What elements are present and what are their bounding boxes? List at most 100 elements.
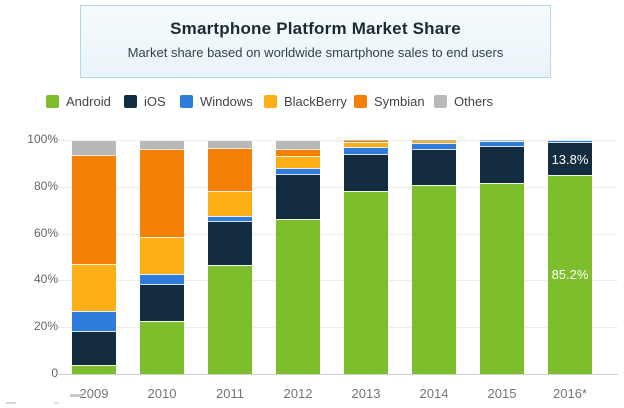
legend-item-ios[interactable]: iOS <box>124 94 166 109</box>
legend-item-blackberry[interactable]: BlackBerry <box>264 94 347 109</box>
page-title: Smartphone Platform Market Share <box>170 19 461 38</box>
segment-android-2013[interactable] <box>344 190 388 374</box>
footer-fragment <box>70 394 82 397</box>
legend-swatch-icon <box>46 95 59 108</box>
segment-windows-2010[interactable] <box>140 274 184 285</box>
gridline-60 <box>58 233 618 235</box>
segment-symbian-2012[interactable] <box>276 148 320 157</box>
legend-item-android[interactable]: Android <box>46 94 111 109</box>
y-axis-label: 60% <box>33 225 58 240</box>
segment-ios-2014[interactable] <box>412 149 456 186</box>
legend-label: Symbian <box>374 94 425 109</box>
legend-swatch-icon <box>124 95 137 108</box>
segment-symbian-2011[interactable] <box>208 148 252 191</box>
segment-blackberry-2012[interactable] <box>276 156 320 169</box>
segment-ios-2012[interactable] <box>276 173 320 219</box>
segment-android-2016*[interactable]: 85.2% <box>548 174 592 374</box>
legend-label: BlackBerry <box>284 94 347 109</box>
legend-label: Others <box>454 94 494 109</box>
segment-blackberry-2014[interactable] <box>412 141 456 143</box>
bar-2011[interactable] <box>208 140 252 374</box>
value-label: 13.8% <box>551 151 589 167</box>
gridline-80 <box>58 186 618 188</box>
gridline-100 <box>58 140 618 141</box>
legend-swatch-icon <box>434 95 447 108</box>
segment-ios-2015[interactable] <box>480 145 524 184</box>
segment-symbian-2010[interactable] <box>140 148 184 237</box>
segment-blackberry-2009[interactable] <box>72 264 116 311</box>
segment-others-2014[interactable] <box>412 140 456 142</box>
gridline-40 <box>58 280 618 282</box>
segment-blackberry-2010[interactable] <box>140 236 184 275</box>
bar-2014[interactable] <box>412 140 456 374</box>
footer-fragment <box>6 402 16 404</box>
footer-fragment <box>54 402 59 404</box>
gridline-20 <box>58 327 618 329</box>
x-axis-label-2013: 2013 <box>351 386 381 401</box>
legend-label: Windows <box>200 94 253 109</box>
y-axis-label: 20% <box>33 319 58 334</box>
segment-ios-2009[interactable] <box>72 331 116 365</box>
segment-ios-2016*[interactable]: 13.8% <box>548 142 592 175</box>
gridline-0 <box>58 374 618 375</box>
y-axis-label: 40% <box>33 272 58 287</box>
segment-others-2012[interactable] <box>276 140 320 149</box>
segment-others-2011[interactable] <box>208 140 252 148</box>
legend-item-others[interactable]: Others <box>434 94 493 109</box>
page-subtitle: Market share based on worldwide smartpho… <box>127 45 504 60</box>
y-axis-label: 80% <box>33 178 58 193</box>
x-axis-label-2014: 2014 <box>419 386 449 401</box>
y-axis-label: 0 <box>51 366 58 380</box>
x-axis-label-2011: 2011 <box>216 386 244 401</box>
legend-swatch-icon <box>180 95 193 108</box>
y-axis-label: 100% <box>27 132 58 146</box>
value-label: 85.2% <box>551 267 589 283</box>
segment-windows-2016*[interactable] <box>548 140 592 143</box>
legend: Android iOS Windows BlackBerry Symbian Others <box>0 94 624 112</box>
segment-windows-2015[interactable] <box>480 141 524 146</box>
segment-windows-2014[interactable] <box>412 142 456 150</box>
segment-android-2009[interactable] <box>72 364 116 374</box>
x-axis-label-2009: 2009 <box>79 386 109 401</box>
segment-symbian-2013[interactable] <box>344 141 388 143</box>
legend-swatch-icon <box>354 95 367 108</box>
segment-windows-2012[interactable] <box>276 168 320 174</box>
segment-android-2014[interactable] <box>412 185 456 374</box>
x-axis-label-2012: 2012 <box>283 386 313 401</box>
bar-2013[interactable] <box>344 140 388 374</box>
legend-label: iOS <box>144 94 166 109</box>
segment-others-2009[interactable] <box>72 140 116 155</box>
bar-2012[interactable] <box>276 140 320 374</box>
segment-ios-2010[interactable] <box>140 284 184 321</box>
segment-ios-2013[interactable] <box>344 154 388 191</box>
x-axis-label-2015: 2015 <box>487 386 517 401</box>
segment-ios-2011[interactable] <box>208 220 252 266</box>
bar-2015[interactable] <box>480 140 524 374</box>
segment-android-2012[interactable] <box>276 218 320 374</box>
segment-blackberry-2013[interactable] <box>344 142 388 147</box>
legend-label: Android <box>66 94 111 109</box>
segment-windows-2013[interactable] <box>344 146 388 155</box>
legend-swatch-icon <box>264 95 277 108</box>
segment-android-2010[interactable] <box>140 320 184 374</box>
bar-2016*[interactable]: 85.2% 13.8% <box>548 140 592 374</box>
legend-item-windows[interactable]: Windows <box>180 94 253 109</box>
chart-header: Smartphone Platform Market Share Market … <box>80 5 551 78</box>
segment-blackberry-2011[interactable] <box>208 190 252 217</box>
segment-others-2013[interactable] <box>344 140 388 142</box>
bar-2010[interactable] <box>140 140 184 374</box>
segment-android-2011[interactable] <box>208 265 252 374</box>
segment-blackberry-2015[interactable] <box>480 140 524 142</box>
bar-2009[interactable] <box>72 140 116 374</box>
x-axis-label-2010: 2010 <box>147 386 177 401</box>
segment-symbian-2009[interactable] <box>72 154 116 265</box>
segment-others-2010[interactable] <box>140 140 184 149</box>
x-axis-label-2016*: 2016* <box>553 386 587 401</box>
segment-windows-2011[interactable] <box>208 216 252 221</box>
legend-item-symbian[interactable]: Symbian <box>354 94 425 109</box>
segment-android-2015[interactable] <box>480 183 524 374</box>
plot-area: 85.2% 13.8% <box>58 140 618 375</box>
segment-windows-2009[interactable] <box>72 310 116 332</box>
chart-area: 85.2% 13.8% 100% 80% 60% 40% 20% 0 2009 2010 2011… <box>0 128 624 403</box>
